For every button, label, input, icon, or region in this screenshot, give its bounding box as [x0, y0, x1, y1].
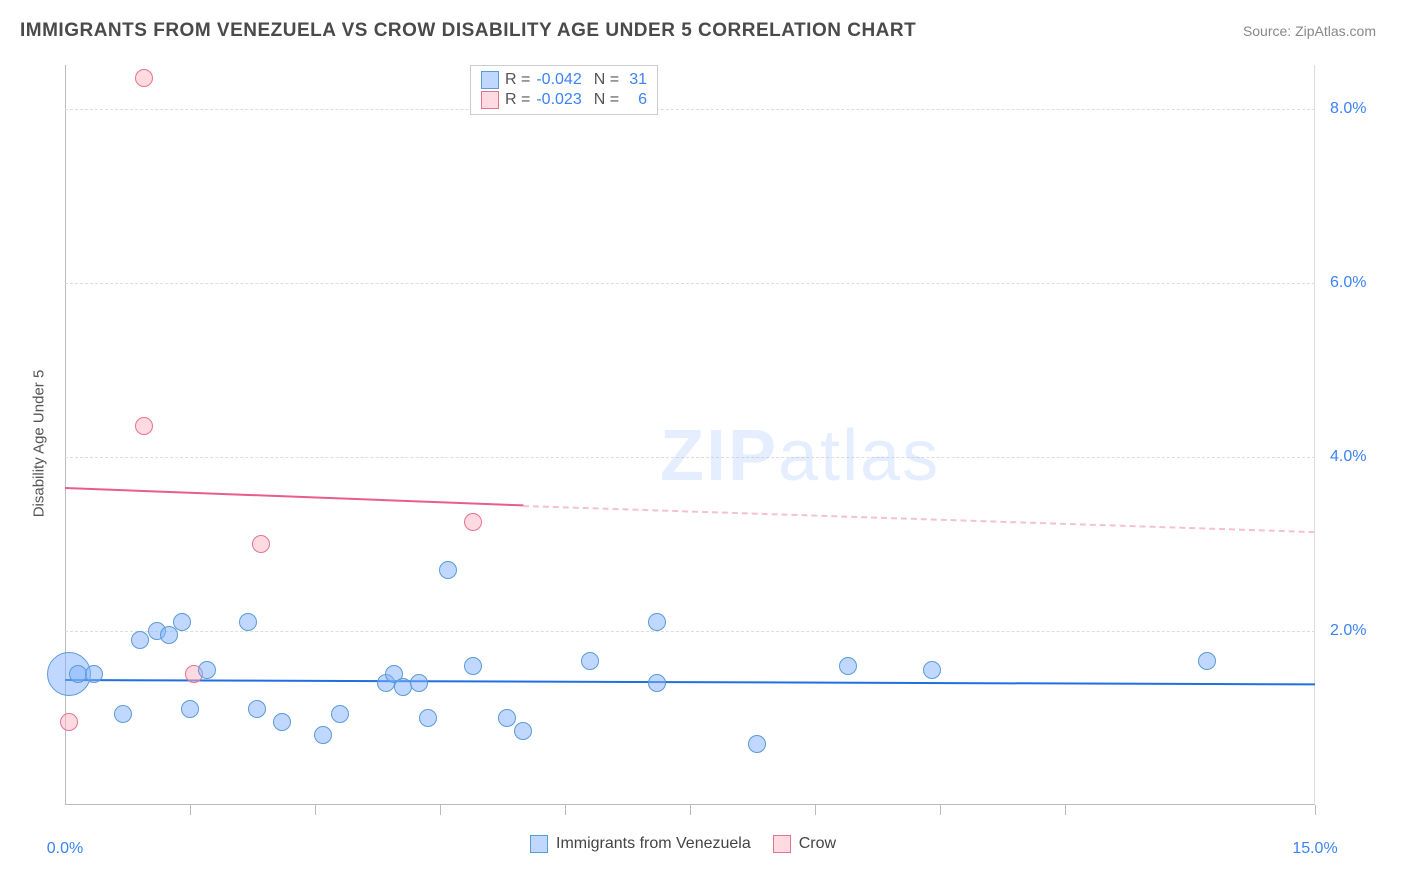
legend-item: Crow: [773, 835, 836, 853]
n-value: 31: [625, 71, 647, 89]
data-point: [273, 713, 291, 731]
data-point: [239, 613, 257, 631]
plot-area: [65, 65, 1315, 805]
n-value: 6: [625, 91, 647, 109]
gridline-horizontal: [65, 109, 1315, 110]
data-point: [85, 665, 103, 683]
data-point: [581, 652, 599, 670]
data-point: [131, 631, 149, 649]
x-tick: [940, 805, 941, 815]
n-label: N =: [594, 71, 619, 89]
r-label: R =: [505, 71, 530, 89]
data-point: [464, 657, 482, 675]
r-value: -0.042: [536, 71, 581, 89]
x-tick: [565, 805, 566, 815]
legend-swatch: [773, 835, 791, 853]
x-tick-label: 0.0%: [47, 840, 83, 858]
x-tick: [440, 805, 441, 815]
data-point: [410, 674, 428, 692]
correlation-chart: 2.0%4.0%6.0%8.0%0.0%15.0%Disability Age …: [20, 55, 1380, 835]
x-tick: [690, 805, 691, 815]
data-point: [198, 661, 216, 679]
data-point: [331, 705, 349, 723]
x-tick: [315, 805, 316, 815]
gridline-horizontal: [65, 283, 1315, 284]
data-point: [439, 561, 457, 579]
data-point: [181, 700, 199, 718]
legend-row: R = -0.023 N = 6: [481, 90, 647, 110]
data-point: [394, 678, 412, 696]
data-point: [648, 613, 666, 631]
data-point: [464, 513, 482, 531]
data-point: [114, 705, 132, 723]
y-tick-label: 6.0%: [1330, 274, 1366, 292]
source-label: Source: ZipAtlas.com: [1243, 23, 1376, 39]
x-tick: [815, 805, 816, 815]
legend-label: Crow: [799, 835, 836, 853]
y-tick-label: 8.0%: [1330, 100, 1366, 118]
data-point: [248, 700, 266, 718]
gridline-horizontal: [65, 631, 1315, 632]
x-tick: [1065, 805, 1066, 815]
y-tick-label: 2.0%: [1330, 622, 1366, 640]
data-point: [60, 713, 78, 731]
correlation-legend: R = -0.042 N = 31 R = -0.023 N = 6: [470, 65, 658, 115]
data-point: [748, 735, 766, 753]
data-point: [173, 613, 191, 631]
legend-swatch: [481, 91, 499, 109]
n-label: N =: [594, 91, 619, 109]
legend-label: Immigrants from Venezuela: [556, 835, 751, 853]
data-point: [419, 709, 437, 727]
x-tick-label: 15.0%: [1292, 840, 1337, 858]
data-point: [923, 661, 941, 679]
legend-item: Immigrants from Venezuela: [530, 835, 751, 853]
data-point: [252, 535, 270, 553]
legend-row: R = -0.042 N = 31: [481, 70, 647, 90]
r-label: R =: [505, 91, 530, 109]
data-point: [135, 417, 153, 435]
gridline-horizontal: [65, 457, 1315, 458]
data-point: [135, 69, 153, 87]
y-axis-label: Disability Age Under 5: [30, 370, 47, 518]
data-point: [648, 674, 666, 692]
x-tick: [1315, 805, 1316, 815]
header: IMMIGRANTS FROM VENEZUELA VS CROW DISABI…: [0, 0, 1406, 52]
legend-swatch: [481, 71, 499, 89]
data-point: [1198, 652, 1216, 670]
chart-title: IMMIGRANTS FROM VENEZUELA VS CROW DISABI…: [20, 20, 916, 42]
r-value: -0.023: [536, 91, 581, 109]
series-legend: Immigrants from Venezuela Crow: [530, 835, 836, 853]
data-point: [498, 709, 516, 727]
data-point: [514, 722, 532, 740]
data-point: [69, 665, 87, 683]
legend-swatch: [530, 835, 548, 853]
x-tick: [190, 805, 191, 815]
y-tick-label: 4.0%: [1330, 448, 1366, 466]
data-point: [839, 657, 857, 675]
data-point: [314, 726, 332, 744]
